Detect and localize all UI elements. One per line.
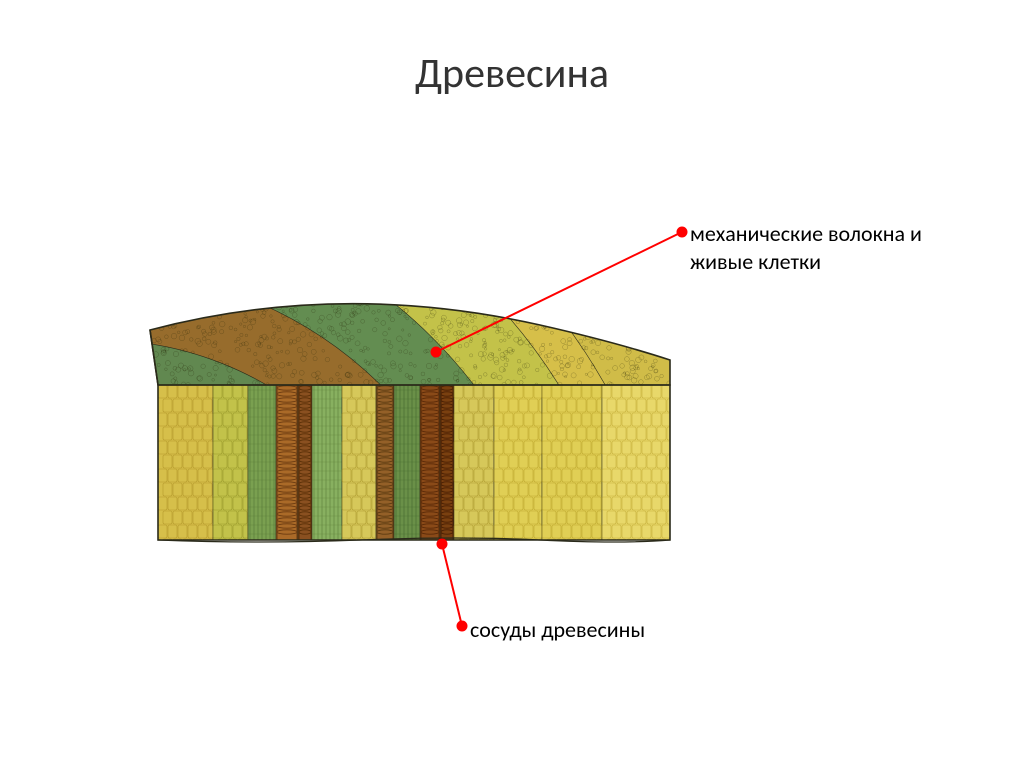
wood-wedge-diagram <box>140 250 680 570</box>
label-text: механические волокна иживые клетки <box>690 220 922 275</box>
label-text: сосуды древесины <box>470 616 645 643</box>
label-mechanical-fibers: механические волокна иживые клетки <box>690 220 922 275</box>
page-title: Древесина <box>0 48 1024 99</box>
label-wood-vessels: сосуды древесины <box>470 616 645 644</box>
